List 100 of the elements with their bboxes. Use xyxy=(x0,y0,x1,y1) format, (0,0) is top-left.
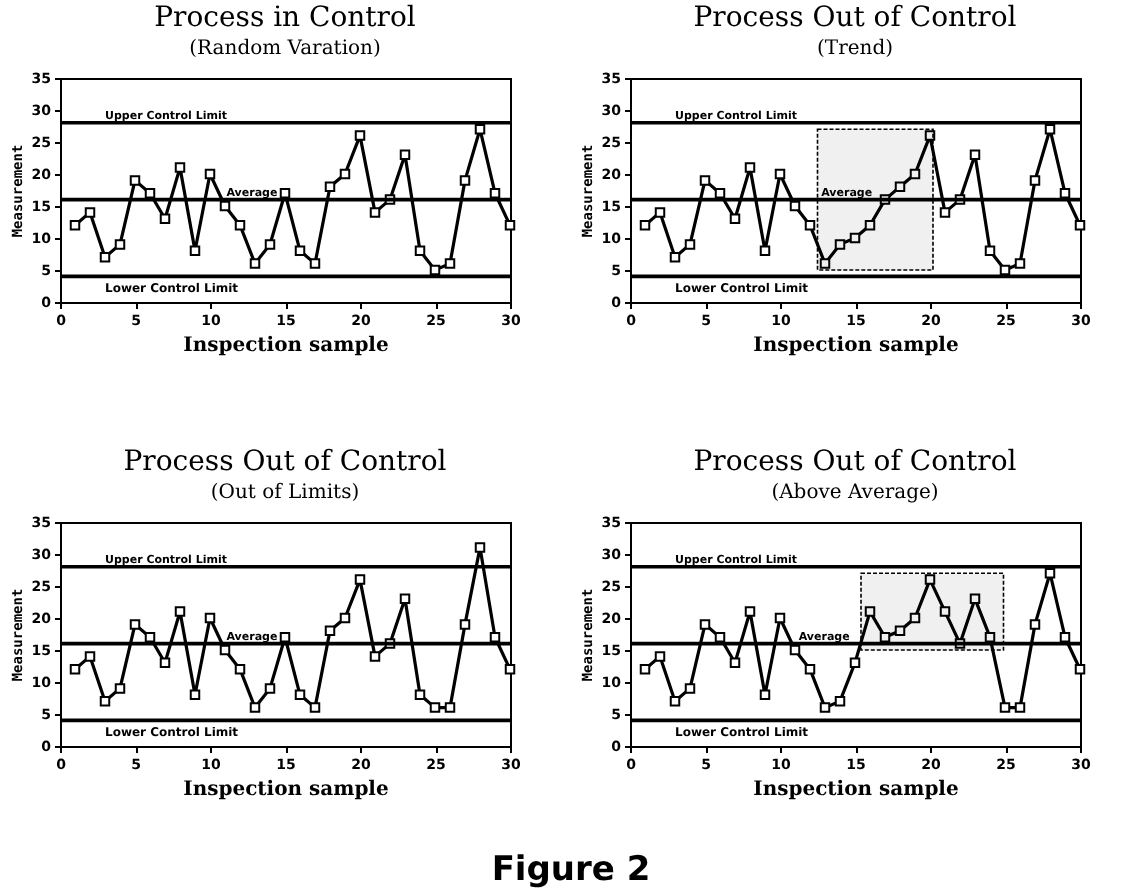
chart-title: Process in Control xyxy=(154,2,417,34)
point xyxy=(774,168,786,180)
point xyxy=(1029,175,1041,186)
point xyxy=(1074,219,1086,231)
point xyxy=(684,239,696,250)
point xyxy=(759,245,771,257)
x-axis-title: Inspection sample xyxy=(753,335,959,357)
point xyxy=(504,663,516,675)
point xyxy=(159,213,171,225)
point xyxy=(804,663,816,675)
point xyxy=(864,219,876,231)
point xyxy=(489,187,501,199)
point xyxy=(99,695,111,707)
point xyxy=(759,689,771,701)
point xyxy=(1014,702,1026,713)
point xyxy=(909,168,921,180)
point xyxy=(429,702,441,713)
point xyxy=(729,213,741,225)
point xyxy=(324,181,336,193)
point xyxy=(879,631,891,643)
point xyxy=(489,631,501,643)
point xyxy=(1014,258,1026,269)
point xyxy=(174,162,186,173)
point xyxy=(744,162,756,173)
point xyxy=(354,574,366,585)
point xyxy=(909,612,921,624)
point xyxy=(444,702,456,713)
point xyxy=(924,574,936,585)
point xyxy=(819,258,831,269)
point xyxy=(969,593,981,605)
x-axis-title: Inspection sample xyxy=(183,335,389,357)
point xyxy=(669,695,681,707)
point xyxy=(189,245,201,257)
point xyxy=(69,663,81,675)
point xyxy=(429,264,441,276)
point xyxy=(654,651,666,662)
point xyxy=(984,245,996,257)
point xyxy=(504,219,516,231)
point xyxy=(999,702,1011,713)
point xyxy=(309,702,321,713)
point xyxy=(264,683,276,694)
point xyxy=(1074,663,1086,675)
point xyxy=(99,251,111,263)
point xyxy=(144,187,156,199)
chart-title: Process Out of Control xyxy=(693,446,1018,478)
point xyxy=(294,245,306,257)
x-axis-title: Inspection sample xyxy=(753,779,959,801)
point xyxy=(939,606,951,617)
caption: Figure 2 xyxy=(489,850,653,890)
point xyxy=(714,187,726,199)
chart-subtitle: (Above Average) xyxy=(771,482,939,504)
point xyxy=(369,207,381,218)
point xyxy=(189,689,201,701)
point xyxy=(69,219,81,231)
point xyxy=(339,168,351,180)
point xyxy=(279,187,291,199)
point xyxy=(714,631,726,643)
point xyxy=(849,657,861,669)
point xyxy=(834,239,846,250)
point xyxy=(1059,187,1071,199)
point xyxy=(234,663,246,675)
point xyxy=(789,200,801,212)
x-axis-title: Inspection sample xyxy=(183,779,389,801)
point xyxy=(699,619,711,630)
point xyxy=(204,168,216,180)
point xyxy=(144,631,156,643)
point xyxy=(279,631,291,643)
point xyxy=(849,232,861,244)
point xyxy=(204,612,216,624)
point xyxy=(639,219,651,231)
point xyxy=(1059,631,1071,643)
point xyxy=(369,651,381,662)
point xyxy=(894,181,906,193)
chart-title: Process Out of Control xyxy=(123,446,448,478)
point xyxy=(114,239,126,250)
point xyxy=(1029,619,1041,630)
point xyxy=(84,651,96,662)
point xyxy=(924,130,936,141)
point xyxy=(729,657,741,669)
point xyxy=(84,207,96,218)
point xyxy=(234,219,246,231)
point xyxy=(834,695,846,707)
chart-subtitle: (Out of Limits) xyxy=(210,482,360,504)
point xyxy=(804,219,816,231)
point xyxy=(894,625,906,637)
point xyxy=(414,689,426,701)
point xyxy=(699,175,711,186)
point xyxy=(459,175,471,186)
point xyxy=(939,207,951,218)
point xyxy=(474,542,486,553)
point xyxy=(399,149,411,161)
point xyxy=(294,689,306,701)
point xyxy=(999,264,1011,276)
point xyxy=(339,612,351,624)
point xyxy=(669,251,681,263)
point xyxy=(174,606,186,617)
point xyxy=(864,606,876,617)
point xyxy=(639,663,651,675)
point xyxy=(219,644,231,656)
chart-subtitle: (Random Varation) xyxy=(189,38,381,60)
